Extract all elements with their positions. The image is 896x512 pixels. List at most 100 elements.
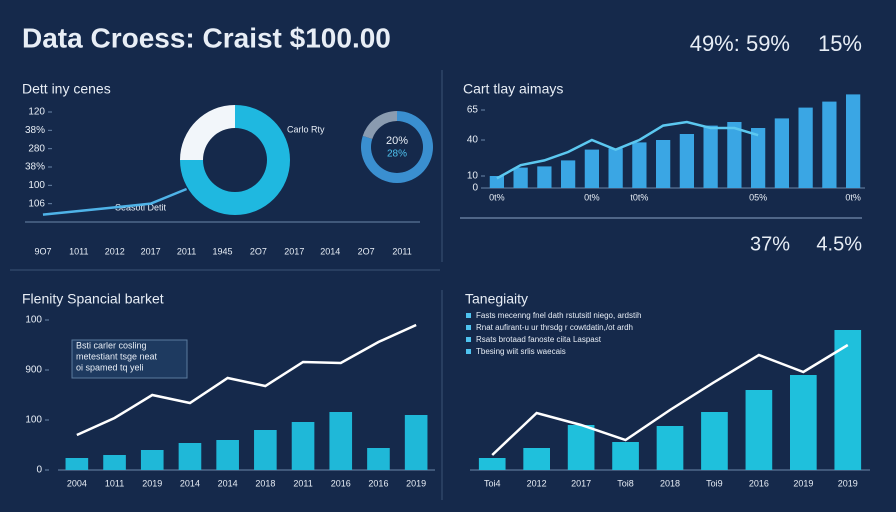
bar bbox=[774, 118, 789, 188]
x-tick-label: 2O7 bbox=[250, 246, 267, 256]
bar bbox=[567, 425, 595, 470]
donut-segment bbox=[180, 105, 290, 215]
bar bbox=[65, 458, 89, 470]
x-tick-label: 2016 bbox=[749, 478, 769, 488]
y-tick-label: 106 bbox=[28, 198, 45, 209]
x-tick-label: 9O7 bbox=[34, 246, 51, 256]
bar bbox=[703, 125, 718, 188]
y-tick-label: 0 bbox=[472, 183, 478, 194]
bar bbox=[478, 458, 506, 470]
x-tick-label: 2017 bbox=[284, 246, 304, 256]
x-tick-label: 1011 bbox=[105, 478, 124, 488]
y-tick-label: 0 bbox=[36, 465, 42, 476]
bar bbox=[834, 330, 862, 470]
bar bbox=[745, 390, 773, 470]
bar bbox=[178, 443, 202, 470]
donut-segment bbox=[180, 105, 235, 160]
annotation: Bsti carler cosling bbox=[76, 340, 147, 350]
legend-swatch bbox=[466, 349, 471, 354]
bar bbox=[701, 412, 728, 470]
annotation: 28% bbox=[387, 149, 407, 160]
legend-swatch bbox=[466, 325, 471, 330]
line bbox=[42, 187, 188, 216]
bar bbox=[584, 149, 599, 188]
annotation: metestiant tsge neat bbox=[76, 351, 158, 361]
x-tick-label: 2017 bbox=[141, 246, 161, 256]
y-tick-label: 100 bbox=[25, 315, 42, 326]
x-tick-label: 1011 bbox=[69, 246, 88, 256]
bar bbox=[846, 94, 861, 188]
bar bbox=[489, 176, 504, 188]
panel-title: Dett iny cenes bbox=[22, 81, 111, 97]
bar bbox=[656, 140, 671, 188]
donut-segment bbox=[362, 111, 397, 139]
bar bbox=[608, 148, 623, 188]
x-tick-label: 0t% bbox=[845, 192, 861, 202]
x-tick-label: 2014 bbox=[320, 246, 340, 256]
bar bbox=[561, 160, 576, 188]
panel-title: Flenity Spancial barket bbox=[22, 291, 164, 307]
x-tick-label: 2016 bbox=[331, 478, 351, 488]
annotation: oi spamed tq yeli bbox=[76, 362, 144, 372]
x-tick-label: 2012 bbox=[527, 478, 547, 488]
x-tick-label: 2019 bbox=[838, 478, 858, 488]
y-tick-label: 120 bbox=[28, 107, 45, 118]
annotation: Seasoti Detit bbox=[115, 202, 167, 212]
bar bbox=[404, 415, 428, 470]
x-tick-label: 2014 bbox=[180, 478, 200, 488]
stat: 4.5% bbox=[816, 233, 862, 255]
x-tick-label: 2019 bbox=[406, 478, 426, 488]
line bbox=[496, 120, 759, 180]
bar bbox=[216, 440, 239, 470]
y-tick-label: 40 bbox=[467, 135, 479, 146]
x-tick-label: Toi9 bbox=[706, 478, 723, 488]
stat: 37% bbox=[750, 233, 790, 255]
y-tick-label: 100 bbox=[25, 415, 42, 426]
x-tick-label: 2011 bbox=[392, 246, 411, 256]
y-tick-label: 38% bbox=[25, 125, 45, 136]
y-tick-label: 900 bbox=[25, 365, 42, 376]
annotation: 20% bbox=[386, 135, 408, 147]
bar bbox=[103, 455, 126, 470]
line bbox=[491, 343, 849, 456]
x-tick-label: Toi4 bbox=[484, 478, 501, 488]
x-tick-label: Toi8 bbox=[617, 478, 634, 488]
bar bbox=[523, 448, 550, 470]
stat: 49%: 59% bbox=[690, 31, 790, 56]
y-tick-label: 100 bbox=[28, 180, 45, 191]
x-tick-label: 2011 bbox=[177, 246, 196, 256]
bar bbox=[513, 167, 528, 188]
bar bbox=[537, 166, 552, 188]
bar bbox=[140, 450, 164, 470]
bar bbox=[790, 375, 817, 470]
legend-text: Tbesing wiit srlis waecais bbox=[476, 347, 566, 356]
legend-swatch bbox=[466, 337, 471, 342]
bar bbox=[798, 107, 813, 188]
legend-swatch bbox=[466, 313, 471, 318]
legend-text: Fasts mecenng fnel dath rstutsitl niego,… bbox=[476, 311, 641, 320]
bar bbox=[656, 426, 684, 470]
x-tick-label: 2012 bbox=[105, 246, 125, 256]
x-tick-label: 2017 bbox=[571, 478, 591, 488]
x-tick-label: 0t% bbox=[584, 192, 600, 202]
y-tick-label: 38% bbox=[25, 162, 45, 173]
panel-title: Cart tlay aimays bbox=[463, 81, 563, 97]
x-tick-label: 2018 bbox=[255, 478, 275, 488]
legend-text: Rsats brotaad fanoste ciita Laspast bbox=[476, 335, 602, 344]
x-tick-label: t0t% bbox=[630, 192, 648, 202]
x-tick-label: 2011 bbox=[293, 478, 312, 488]
x-tick-label: 2018 bbox=[660, 478, 680, 488]
x-tick-label: 2O7 bbox=[358, 246, 375, 256]
x-tick-label: 2016 bbox=[368, 478, 388, 488]
y-tick-label: 10 bbox=[467, 171, 479, 182]
annotation-box bbox=[71, 339, 188, 379]
title: Data Croess: Craist $100.00 bbox=[22, 22, 391, 53]
bar bbox=[727, 122, 742, 188]
legend-text: Rnat aufirant-u ur thrsdg r cowtdatin,/o… bbox=[476, 323, 633, 332]
x-tick-label: 05% bbox=[749, 192, 767, 202]
bar bbox=[254, 430, 277, 470]
x-tick-label: 2014 bbox=[218, 478, 238, 488]
bar bbox=[329, 412, 353, 470]
x-tick-label: 2019 bbox=[142, 478, 162, 488]
